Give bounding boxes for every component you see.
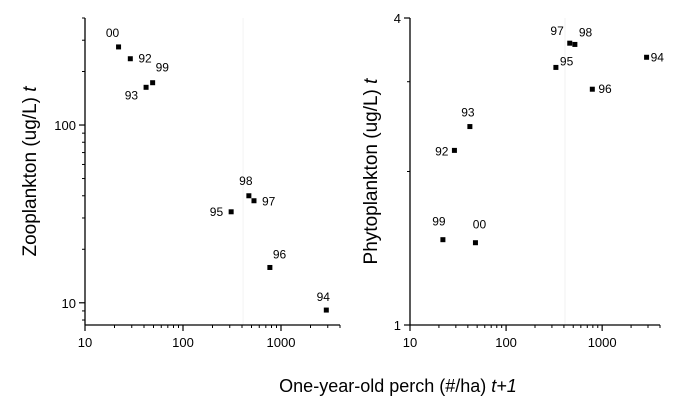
zoo-x-tick-label: 100 xyxy=(172,335,194,350)
x-axis-title: One-year-old perch (#/ha) t+1 xyxy=(279,376,517,396)
zoo-point-label-95: 95 xyxy=(210,205,224,219)
zoo-point-label-94: 94 xyxy=(317,290,331,304)
zoo-point-98 xyxy=(246,193,252,199)
phyto-point-label-94: 94 xyxy=(651,50,665,64)
zoo-x-tick-label: 1000 xyxy=(267,335,296,350)
zoo-point-94 xyxy=(323,307,329,313)
zoo-point-label-00: 00 xyxy=(106,26,120,40)
phyto-point-99 xyxy=(440,237,446,243)
zoo-point-label-96: 96 xyxy=(273,247,287,261)
zoo-point-label-98: 98 xyxy=(239,174,253,188)
phyto-point-label-96: 96 xyxy=(598,82,612,96)
zoo-point-96 xyxy=(267,264,273,270)
zoo-point-label-92: 92 xyxy=(138,52,152,66)
phytoplankton-panel: 10 100 1000 1 4 Phytoplankton (ug/L) t 99 00 92 9… xyxy=(361,11,664,350)
phyto-point-97 xyxy=(567,40,573,46)
phyto-point-92 xyxy=(451,147,457,153)
phyto-x-tick-label: 100 xyxy=(495,335,517,350)
phyto-point-label-92: 92 xyxy=(435,144,449,158)
zoo-point-label-99: 99 xyxy=(156,61,170,75)
zoo-y-axis-title: Zooplankton (ug/L) t xyxy=(20,86,41,257)
phyto-point-label-93: 93 xyxy=(461,106,475,120)
zoo-y-tick-label: 10 xyxy=(62,296,76,311)
zooplankton-panel: 10 100 1000 10 100 Zooplankton (ug/L) t 00 92 93… xyxy=(20,17,341,350)
phyto-y-tick-label: 4 xyxy=(394,11,401,26)
phyto-point-label-97: 97 xyxy=(550,24,564,38)
zoo-point-99 xyxy=(150,80,156,86)
zoo-point-95 xyxy=(228,209,234,215)
phyto-x-tick-label: 10 xyxy=(403,335,417,350)
zoo-point-label-97: 97 xyxy=(262,195,276,209)
phyto-x-tick-label: 1000 xyxy=(588,335,617,350)
phyto-y-tick-label: 1 xyxy=(394,318,401,333)
phyto-point-00 xyxy=(472,240,478,246)
phyto-point-93 xyxy=(467,124,473,130)
phyto-point-96 xyxy=(589,86,595,92)
zoo-point-92 xyxy=(127,56,133,62)
phyto-point-label-99: 99 xyxy=(432,215,446,229)
phyto-point-94 xyxy=(644,54,650,60)
phyto-point-label-95: 95 xyxy=(560,54,574,68)
zoo-y-tick-label: 100 xyxy=(54,118,76,133)
phyto-point-label-00: 00 xyxy=(473,218,487,232)
phyto-point-95 xyxy=(553,64,559,70)
phyto-point-98 xyxy=(572,41,578,47)
zoo-point-93 xyxy=(143,84,149,90)
zoo-point-00 xyxy=(116,44,122,50)
zoo-point-label-93: 93 xyxy=(125,88,139,102)
phyto-point-label-98: 98 xyxy=(579,25,593,39)
zoo-point-97 xyxy=(251,198,257,204)
phyto-y-axis-title: Phytoplankton (ug/L) t xyxy=(361,78,382,265)
zoo-x-tick-label: 10 xyxy=(78,335,92,350)
